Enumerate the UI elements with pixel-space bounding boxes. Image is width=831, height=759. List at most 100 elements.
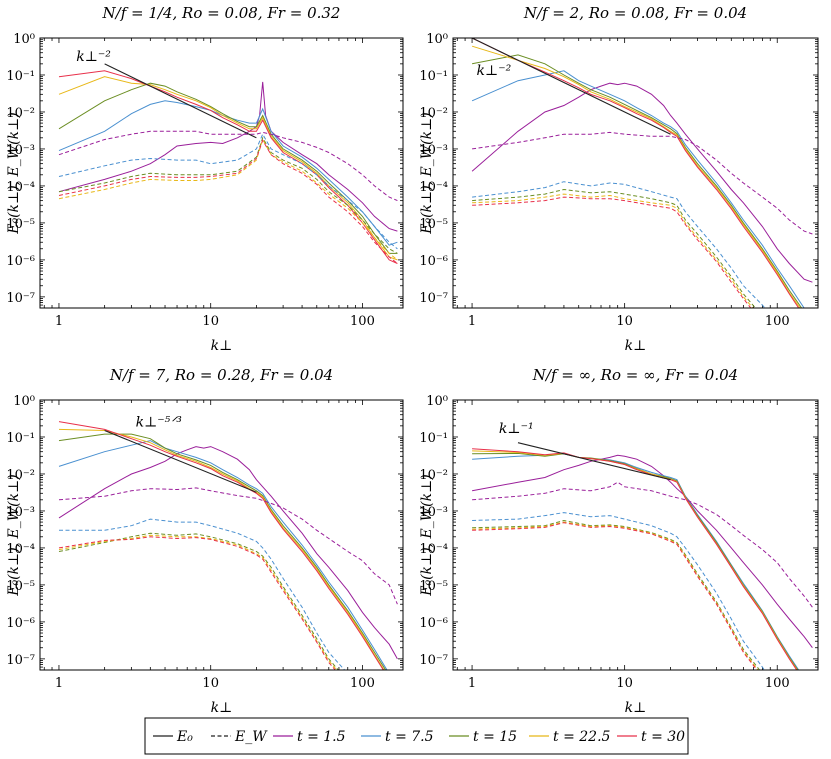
y-tick-label: 10⁻³ (6, 143, 35, 158)
x-tick-label: 1 (468, 314, 476, 329)
panel-top-left: N/f = 1/4, Ro = 0.08, Fr = 0.32 10⁰ 10⁻¹ 10… (6, 4, 404, 354)
series-line (472, 521, 759, 670)
series-line (58, 76, 398, 261)
reference-slope-line (104, 429, 257, 493)
y-axis-label: E₀(k⊥), E_W(k⊥) (419, 474, 435, 597)
y-tick-label: 10⁻⁴ (6, 180, 35, 195)
series-line (471, 70, 805, 308)
x-axis-label: k⊥ (211, 700, 233, 716)
y-tick-label: 10⁻⁶ (419, 254, 448, 269)
series-line (472, 522, 758, 670)
x-axis-label: k⊥ (625, 700, 647, 716)
y-axis-label: E₀(k⊥), E_W(k⊥) (6, 474, 22, 597)
series-line (58, 133, 398, 250)
reference-slope-line (104, 63, 257, 139)
y-axis-label: E₀(k⊥), E_W(k⊥) (6, 112, 22, 235)
reference-slope-label: k⊥⁻¹ (499, 421, 534, 437)
series-line (472, 181, 766, 308)
y-tick-label: 10⁻⁷ (419, 291, 448, 306)
chart-title: N/f = 7, Ro = 0.28, Fr = 0.04 (109, 366, 333, 384)
series-line (472, 188, 757, 308)
legend-label: t = 22.5 (553, 729, 611, 745)
series-line (472, 131, 813, 235)
legend-entry: t = 22.5 (529, 729, 611, 745)
series-group (471, 38, 813, 308)
y-tick-label: 10⁻⁶ (6, 616, 35, 631)
x-tick-label: 1 (55, 676, 63, 691)
series-line (471, 38, 800, 308)
legend-label: t = 15 (473, 729, 517, 745)
series-line (58, 487, 398, 605)
y-tick-label: 10⁻³ (6, 505, 35, 520)
y-tick-label: 10⁻⁷ (419, 653, 448, 668)
y-tick-label: 10⁻² (419, 106, 448, 121)
series-line (472, 452, 799, 670)
y-tick-label: 10⁻⁵ (6, 579, 35, 594)
plot-frame (39, 399, 404, 671)
series-line (472, 448, 798, 670)
plot-frame (452, 399, 819, 671)
series-line (58, 428, 385, 670)
chart-title: N/f = 1/4, Ro = 0.08, Fr = 0.32 (102, 4, 341, 22)
x-tick-label: 100 (350, 676, 375, 691)
y-tick-label: 10⁻⁵ (419, 579, 448, 594)
y-tick-label: 10⁰ (426, 32, 448, 47)
y-tick-label: 10⁻² (419, 468, 448, 483)
panel-bottom-left: N/f = 7, Ro = 0.28, Fr = 0.04 10⁰ 10⁻¹ 10⁻²… (6, 366, 404, 716)
legend-box (144, 717, 689, 755)
y-tick-label: 10⁻³ (419, 143, 448, 158)
series-line (58, 136, 398, 254)
y-tick-label: 10⁻⁵ (6, 217, 35, 232)
legend-label: t = 7.5 (385, 729, 434, 745)
series-line (59, 518, 346, 670)
series-line (58, 130, 398, 202)
reference-slope-label: k⊥⁻² (477, 63, 512, 79)
x-tick-label: 100 (350, 314, 375, 329)
series-line (472, 454, 813, 648)
series-line (472, 519, 761, 670)
legend-entry: t = 7.5 (361, 729, 434, 745)
y-tick-label: 10⁻¹ (6, 69, 35, 84)
legend-entry: E_W (211, 729, 268, 745)
y-tick-label: 10⁻⁷ (6, 291, 35, 306)
x-tick-label: 10 (202, 314, 219, 329)
series-line (58, 446, 398, 660)
series-line (58, 81, 398, 232)
x-axis-label: k⊥ (625, 338, 647, 354)
series-line (472, 54, 803, 308)
legend-entry: t = 1.5 (273, 729, 346, 745)
y-tick-label: 10⁻² (6, 468, 35, 483)
series-group (58, 63, 398, 264)
series-line (58, 536, 336, 670)
plot-frame (452, 37, 819, 309)
series-group (58, 421, 398, 670)
series-line (472, 481, 813, 608)
y-tick-label: 10⁻³ (419, 505, 448, 520)
x-tick-label: 1 (55, 314, 63, 329)
y-tick-label: 10⁻¹ (419, 69, 448, 84)
series-line (58, 440, 388, 670)
x-tick-label: 1 (468, 676, 476, 691)
y-tick-label: 10⁰ (13, 32, 35, 47)
y-tick-label: 10⁻⁷ (6, 653, 35, 668)
y-tick-label: 10⁻⁴ (419, 542, 448, 557)
y-tick-label: 10⁻¹ (419, 431, 448, 446)
x-tick-label: 100 (765, 676, 790, 691)
series-line (472, 450, 798, 670)
legend-label: t = 30 (641, 729, 685, 745)
reference-slope-label: k⊥⁻⁵ᐟ³ (136, 415, 183, 431)
reference-slope-line (471, 38, 671, 135)
x-tick-label: 100 (765, 314, 790, 329)
plot-frame (39, 37, 404, 309)
panel-top-right: N/f = 2, Ro = 0.08, Fr = 0.04 10⁰ 10⁻¹ 10⁻²… (419, 4, 819, 354)
y-tick-label: 10⁻⁶ (419, 616, 448, 631)
series-line (58, 534, 338, 670)
y-tick-label: 10⁻¹ (6, 431, 35, 446)
x-tick-label: 10 (616, 314, 633, 329)
y-tick-label: 10⁻⁴ (6, 542, 35, 557)
series-line (471, 82, 813, 283)
legend-label: E₀ (176, 729, 193, 745)
series-line (471, 45, 801, 308)
y-tick-label: 10⁻⁶ (6, 254, 35, 269)
